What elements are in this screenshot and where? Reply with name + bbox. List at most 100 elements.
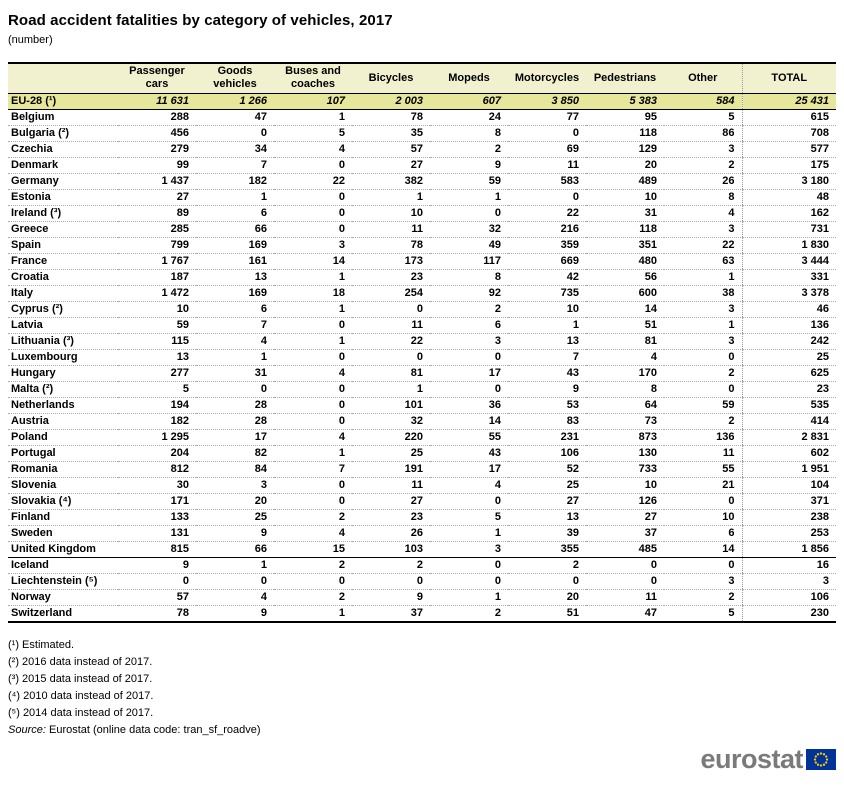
cell: 1 xyxy=(196,556,274,574)
cell: 0 xyxy=(274,157,352,174)
cell: 1 xyxy=(664,317,742,334)
cell: 8 xyxy=(430,125,508,142)
cell: 28 xyxy=(196,413,274,430)
cell: 8 xyxy=(664,189,742,206)
cell: 0 xyxy=(430,349,508,366)
cell: 104 xyxy=(741,477,836,494)
row-label: Czechia xyxy=(8,141,118,158)
footnote: (¹) Estimated. xyxy=(8,638,75,651)
cell: 0 xyxy=(274,317,352,334)
cell: 106 xyxy=(741,589,836,606)
cell: 3 xyxy=(430,541,508,558)
cell: 0 xyxy=(196,381,274,398)
cell: 133 xyxy=(118,509,196,526)
row-label: Malta (²) xyxy=(8,381,118,398)
row-label: Poland xyxy=(8,429,118,446)
cell: 81 xyxy=(352,365,430,382)
cell: 37 xyxy=(352,605,430,623)
cell: 31 xyxy=(586,205,664,222)
row-label: Iceland xyxy=(8,556,118,574)
cell: 7 xyxy=(508,349,586,366)
cell: 10 xyxy=(118,301,196,318)
cell: 0 xyxy=(274,381,352,398)
table-row: Latvia 59 7 0 11 6 1 51 1 136 xyxy=(8,317,836,334)
table-row: Norway 57 4 2 9 1 20 11 2 106 xyxy=(8,589,836,606)
cell: 2 xyxy=(430,301,508,318)
cell: 414 xyxy=(741,413,836,430)
cell: 11 xyxy=(508,157,586,174)
cell: 0 xyxy=(508,573,586,590)
cell: 1 xyxy=(430,189,508,206)
cell: 51 xyxy=(508,605,586,623)
table-row: Liechtenstein (⁵) 0 0 0 0 0 0 0 3 3 xyxy=(8,573,836,590)
column-header: TOTAL xyxy=(741,62,836,94)
row-label: Cyprus (²) xyxy=(8,301,118,318)
cell: 82 xyxy=(196,445,274,462)
cell: 733 xyxy=(586,461,664,478)
cell: 359 xyxy=(508,237,586,254)
table-row: Iceland 9 1 2 2 0 2 0 0 16 xyxy=(8,556,836,574)
row-label: Lithuania (³) xyxy=(8,333,118,350)
row-label: Austria xyxy=(8,413,118,430)
cell: 84 xyxy=(196,461,274,478)
cell: 7 xyxy=(274,461,352,478)
cell: 129 xyxy=(586,141,664,158)
row-label: Netherlands xyxy=(8,397,118,414)
cell: 1 xyxy=(196,349,274,366)
table-row: Hungary 277 31 4 81 17 43 170 2 625 xyxy=(8,365,836,382)
cell: 6 xyxy=(664,525,742,542)
cell: 3 180 xyxy=(741,173,836,190)
cell: 126 xyxy=(586,493,664,510)
cell: 66 xyxy=(196,221,274,238)
table-row: Italy 1 472 169 18 254 92 735 600 38 3 378 xyxy=(8,285,836,302)
cell: 59 xyxy=(664,397,742,414)
row-label: Italy xyxy=(8,285,118,302)
cell: 0 xyxy=(508,125,586,142)
cell: 27 xyxy=(586,509,664,526)
cell: 78 xyxy=(352,237,430,254)
cell: 5 383 xyxy=(586,93,664,110)
cell: 3 xyxy=(664,333,742,350)
cell: 242 xyxy=(741,333,836,350)
eurostat-logo-text: eurostat xyxy=(700,744,803,774)
cell: 77 xyxy=(508,109,586,126)
cell: 230 xyxy=(741,605,836,623)
cell: 59 xyxy=(430,173,508,190)
footnote: (²) 2016 data instead of 2017. xyxy=(8,655,153,668)
page-title: Road accident fatalities by category of … xyxy=(8,12,393,29)
cell: 17 xyxy=(430,365,508,382)
table-row: Malta (²) 5 0 0 1 0 9 8 0 23 xyxy=(8,381,836,398)
cell: 4 xyxy=(664,205,742,222)
cell: 3 xyxy=(274,237,352,254)
cell: 14 xyxy=(274,253,352,270)
cell: 118 xyxy=(586,125,664,142)
row-label: Slovakia (⁴) xyxy=(8,493,118,510)
cell: 25 xyxy=(508,477,586,494)
cell: 2 xyxy=(430,141,508,158)
cell: 9 xyxy=(196,605,274,623)
cell: 13 xyxy=(196,269,274,286)
cell: 3 378 xyxy=(741,285,836,302)
row-label: Spain xyxy=(8,237,118,254)
cell: 63 xyxy=(664,253,742,270)
table-row: Germany 1 437 182 22 382 59 583 489 26 3 180 xyxy=(8,173,836,190)
cell: 6 xyxy=(196,301,274,318)
row-label: Luxembourg xyxy=(8,349,118,366)
row-label: Estonia xyxy=(8,189,118,206)
page-subtitle: (number) xyxy=(8,34,53,46)
cell: 175 xyxy=(741,157,836,174)
corner-cell xyxy=(8,62,118,94)
cell: 4 xyxy=(196,333,274,350)
cell: 0 xyxy=(664,349,742,366)
row-label: Hungary xyxy=(8,365,118,382)
cell: 0 xyxy=(274,221,352,238)
column-header: Goods vehicles xyxy=(196,62,274,94)
cell: 8 xyxy=(586,381,664,398)
cell: 4 xyxy=(586,349,664,366)
cell: 11 xyxy=(586,589,664,606)
cell: 130 xyxy=(586,445,664,462)
cell: 489 xyxy=(586,173,664,190)
cell: 2 xyxy=(430,605,508,623)
cell: 47 xyxy=(196,109,274,126)
cell: 11 xyxy=(352,477,430,494)
